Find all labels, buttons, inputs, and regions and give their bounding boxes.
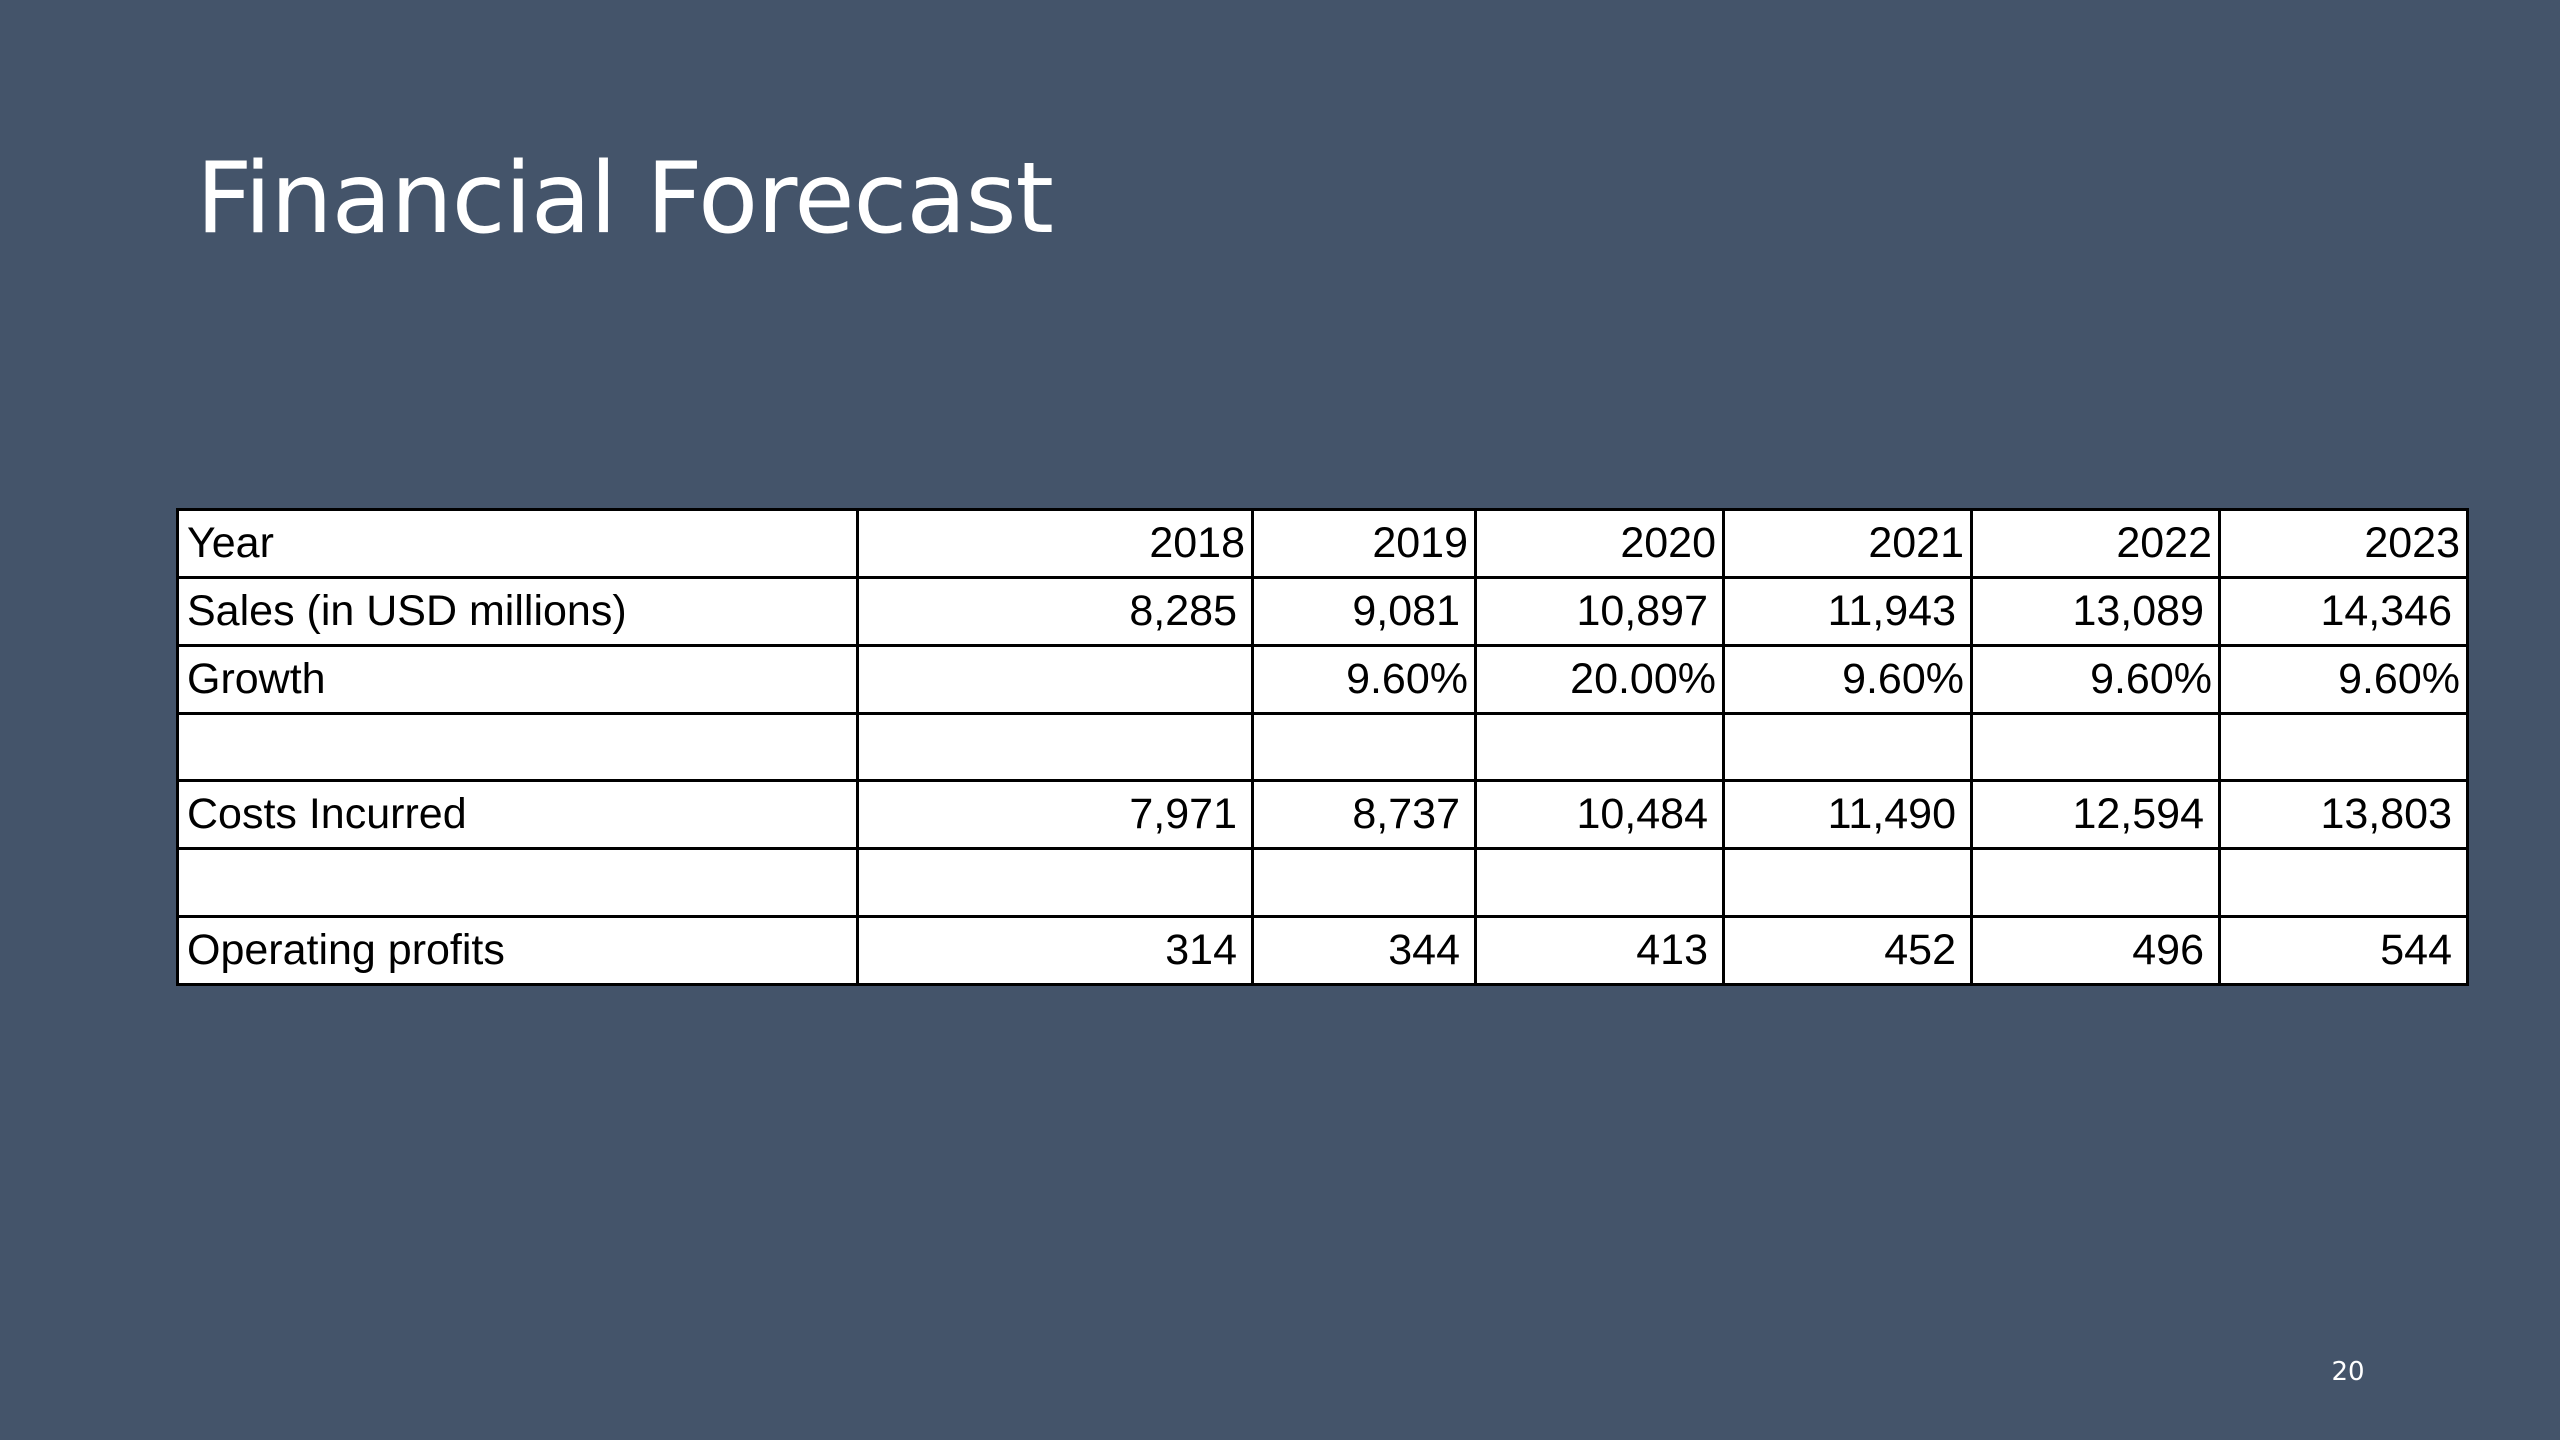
table-cell: 12,594 [1970, 779, 2221, 851]
table-cell: 13,089 [1970, 575, 2221, 647]
table-row-costs: Costs Incurred 7,971 8,737 10,484 11,490… [176, 779, 2469, 851]
table-row-empty [176, 711, 2469, 783]
row-label: Growth [176, 643, 859, 715]
table-cell [2218, 847, 2469, 919]
table-cell [1251, 847, 1477, 919]
table-cell: 10,484 [1474, 779, 1725, 851]
table-cell: 8,285 [856, 575, 1254, 647]
page-number: 20 [2331, 1357, 2365, 1387]
financial-forecast-table: Year 2018 2019 2020 2021 2022 2023 Sales… [176, 508, 2469, 986]
table-cell: 314 [856, 915, 1254, 986]
row-label [176, 711, 859, 783]
table-cell: 544 [2218, 915, 2469, 986]
slide-title: Financial Forecast [196, 142, 1054, 256]
row-label: Costs Incurred [176, 779, 859, 851]
table-cell: 2022 [1970, 508, 2221, 579]
table-cell: 9.60% [2218, 643, 2469, 715]
table-cell [1970, 711, 2221, 783]
table-cell: 9.60% [1251, 643, 1477, 715]
table-cell [856, 711, 1254, 783]
table-cell: 2020 [1474, 508, 1725, 579]
table-cell: 11,490 [1722, 779, 1973, 851]
table-cell [856, 643, 1254, 715]
table-cell: 13,803 [2218, 779, 2469, 851]
table-cell: 2019 [1251, 508, 1477, 579]
table-cell [1251, 711, 1477, 783]
table-cell: 413 [1474, 915, 1725, 986]
table-cell [2218, 711, 2469, 783]
row-label [176, 847, 859, 919]
table-cell: 2018 [856, 508, 1254, 579]
table-cell [1970, 847, 2221, 919]
table-row-operating-profits: Operating profits 314 344 413 452 496 54… [176, 915, 2469, 986]
table-cell: 9,081 [1251, 575, 1477, 647]
table-row-empty [176, 847, 2469, 919]
table-cell: 2023 [2218, 508, 2469, 579]
table-cell [1474, 847, 1725, 919]
table-cell: 14,346 [2218, 575, 2469, 647]
table-cell: 344 [1251, 915, 1477, 986]
table-cell: 7,971 [856, 779, 1254, 851]
table-cell: 11,943 [1722, 575, 1973, 647]
table-cell [1722, 847, 1973, 919]
table-cell: 9.60% [1970, 643, 2221, 715]
table-cell: 496 [1970, 915, 2221, 986]
table-cell: 10,897 [1474, 575, 1725, 647]
table-cell: 2021 [1722, 508, 1973, 579]
row-label: Sales (in USD millions) [176, 575, 859, 647]
table-row-year: Year 2018 2019 2020 2021 2022 2023 [176, 508, 2469, 579]
table-cell [1722, 711, 1973, 783]
table-cell: 8,737 [1251, 779, 1477, 851]
table-cell: 9.60% [1722, 643, 1973, 715]
table-cell: 452 [1722, 915, 1973, 986]
row-label: Year [176, 508, 859, 579]
table-cell: 20.00% [1474, 643, 1725, 715]
table-cell [856, 847, 1254, 919]
table-row-sales: Sales (in USD millions) 8,285 9,081 10,8… [176, 575, 2469, 647]
row-label: Operating profits [176, 915, 859, 986]
table-row-growth: Growth 9.60% 20.00% 9.60% 9.60% 9.60% [176, 643, 2469, 715]
table-cell [1474, 711, 1725, 783]
